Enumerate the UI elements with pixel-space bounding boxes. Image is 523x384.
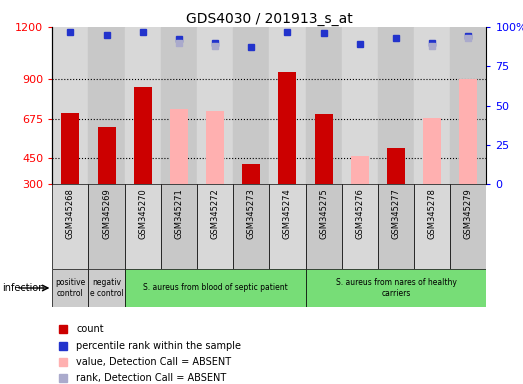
Bar xyxy=(206,111,224,184)
Bar xyxy=(233,27,269,184)
Bar xyxy=(52,27,88,184)
Bar xyxy=(124,269,305,307)
Bar xyxy=(278,72,297,184)
Bar xyxy=(197,184,233,269)
Bar xyxy=(233,184,269,269)
Text: positive
control: positive control xyxy=(55,278,86,298)
Bar xyxy=(61,113,79,184)
Bar xyxy=(378,184,414,269)
Text: S. aureus from blood of septic patient: S. aureus from blood of septic patient xyxy=(143,283,288,293)
Bar xyxy=(52,269,88,307)
Bar xyxy=(124,184,161,269)
Bar xyxy=(450,27,486,184)
Bar xyxy=(351,156,369,184)
Text: GSM345272: GSM345272 xyxy=(211,189,220,239)
Bar xyxy=(124,27,161,184)
Bar xyxy=(305,269,486,307)
Text: GSM345277: GSM345277 xyxy=(391,189,401,239)
Text: count: count xyxy=(76,324,104,334)
Bar xyxy=(161,184,197,269)
Text: S. aureus from nares of healthy
carriers: S. aureus from nares of healthy carriers xyxy=(336,278,457,298)
Text: GSM345268: GSM345268 xyxy=(66,189,75,239)
Bar xyxy=(242,164,260,184)
Bar xyxy=(305,27,342,184)
Bar xyxy=(314,114,333,184)
Bar xyxy=(342,184,378,269)
Bar xyxy=(134,87,152,184)
Bar xyxy=(378,27,414,184)
Text: GSM345271: GSM345271 xyxy=(174,189,184,239)
Bar xyxy=(161,27,197,184)
Bar xyxy=(414,184,450,269)
Text: GSM345270: GSM345270 xyxy=(138,189,147,239)
Bar xyxy=(450,184,486,269)
Text: GSM345279: GSM345279 xyxy=(464,189,473,239)
Text: GSM345276: GSM345276 xyxy=(355,189,365,239)
Bar xyxy=(88,27,124,184)
Bar xyxy=(170,109,188,184)
Bar xyxy=(423,118,441,184)
Text: value, Detection Call = ABSENT: value, Detection Call = ABSENT xyxy=(76,357,231,367)
Text: GSM345274: GSM345274 xyxy=(283,189,292,239)
Text: GSM345278: GSM345278 xyxy=(428,189,437,239)
Bar xyxy=(269,27,305,184)
Text: infection: infection xyxy=(3,283,45,293)
Bar xyxy=(305,184,342,269)
Bar xyxy=(269,184,305,269)
Text: GSM345273: GSM345273 xyxy=(247,189,256,239)
Bar xyxy=(387,147,405,184)
Title: GDS4030 / 201913_s_at: GDS4030 / 201913_s_at xyxy=(186,12,353,26)
Bar xyxy=(88,269,124,307)
Text: GSM345269: GSM345269 xyxy=(102,189,111,239)
Bar xyxy=(459,79,477,184)
Bar xyxy=(97,127,116,184)
Bar xyxy=(197,27,233,184)
Bar xyxy=(414,27,450,184)
Text: percentile rank within the sample: percentile rank within the sample xyxy=(76,341,241,351)
Text: rank, Detection Call = ABSENT: rank, Detection Call = ABSENT xyxy=(76,373,226,383)
Bar xyxy=(342,27,378,184)
Text: negativ
e control: negativ e control xyxy=(89,278,123,298)
Text: GSM345275: GSM345275 xyxy=(319,189,328,239)
Bar xyxy=(52,184,88,269)
Bar xyxy=(88,184,124,269)
